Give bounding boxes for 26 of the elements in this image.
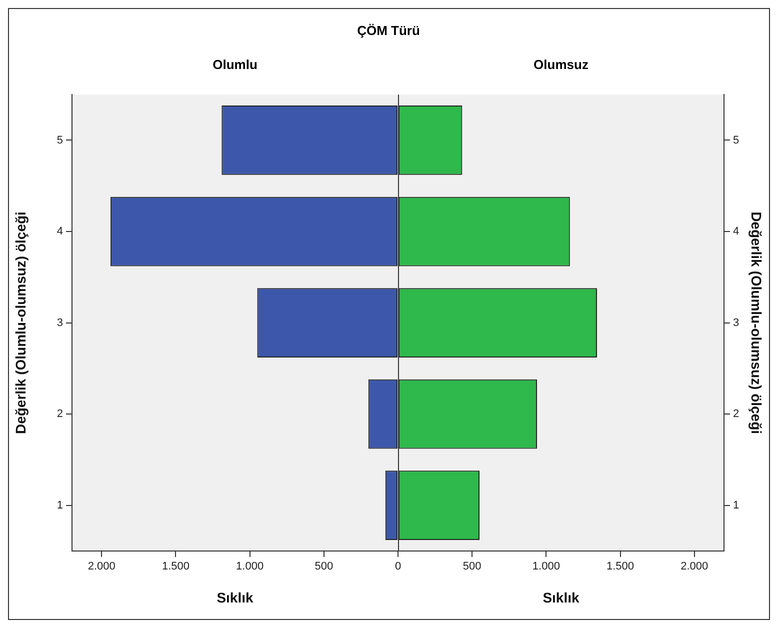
x-tick-label: 2.000: [88, 560, 116, 573]
y-tick-label: 2: [733, 408, 740, 420]
y-tick-label: 3: [733, 316, 740, 329]
chart-title: ÇÖM Türü: [356, 23, 421, 38]
x-axis-title: Sıklık: [542, 589, 580, 606]
y-tick-label: 5: [56, 134, 63, 146]
chart-subtitle: Olumsuz: [532, 57, 590, 72]
x-tick-label: 500: [314, 560, 334, 573]
x-tick-label: 0: [394, 560, 402, 573]
y-tick-label: 1: [56, 499, 63, 512]
y-axis-title: Değerlik (Olumlu-olumsuz) ölçeği: [748, 212, 765, 434]
y-tick-label: 4: [56, 226, 63, 238]
x-axis-title: Sıklık: [216, 589, 254, 606]
x-tick-label: 2.000: [680, 560, 708, 573]
y-tick-label: 1: [733, 499, 740, 512]
x-tick-label: 500: [462, 560, 482, 573]
x-tick-label: 1.000: [532, 560, 560, 573]
x-tick-label: 1.500: [162, 560, 190, 573]
y-tick-label: 4: [733, 226, 740, 238]
y-axis-title: Değerlik (Olumlu-olumsuz) ölçeği: [12, 212, 28, 434]
chart-subtitle: Olumlu: [212, 57, 258, 72]
y-tick-label: 3: [56, 316, 63, 329]
y-tick-label: 5: [733, 134, 740, 146]
x-tick-label: 1.500: [606, 560, 634, 573]
y-tick-label: 2: [56, 408, 63, 420]
x-tick-label: 1.000: [236, 560, 264, 573]
